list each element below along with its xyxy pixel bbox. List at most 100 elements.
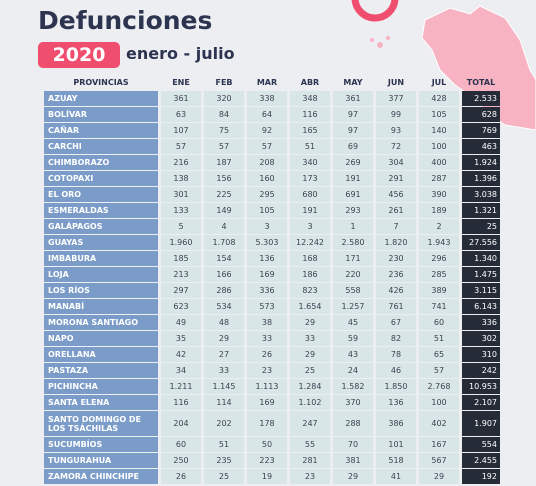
- value-cell: 114: [204, 395, 244, 410]
- value-cell: 297: [161, 283, 201, 298]
- province-cell: GUAYAS: [44, 235, 158, 250]
- value-cell: 1.820: [376, 235, 416, 250]
- value-cell: 55: [290, 437, 330, 452]
- value-cell: 26: [161, 469, 201, 484]
- value-cell: 105: [247, 203, 287, 218]
- value-cell: 156: [204, 171, 244, 186]
- value-cell: 67: [376, 315, 416, 330]
- value-cell: 1.113: [247, 379, 287, 394]
- island: [377, 42, 383, 48]
- total-cell: 10.953: [462, 379, 500, 394]
- total-cell: 554: [462, 437, 500, 452]
- value-cell: 7: [376, 219, 416, 234]
- value-cell: 107: [161, 123, 201, 138]
- value-cell: 185: [161, 251, 201, 266]
- map: [421, 5, 536, 131]
- value-cell: 381: [333, 453, 373, 468]
- value-cell: 338: [247, 91, 287, 106]
- value-cell: 29: [333, 469, 373, 484]
- value-cell: 4: [204, 219, 244, 234]
- value-cell: 168: [290, 251, 330, 266]
- value-cell: 70: [333, 437, 373, 452]
- total-cell: 336: [462, 315, 500, 330]
- value-cell: 136: [247, 251, 287, 266]
- value-cell: 208: [247, 155, 287, 170]
- value-cell: 456: [376, 187, 416, 202]
- value-cell: 191: [290, 203, 330, 218]
- value-cell: 1.960: [161, 235, 201, 250]
- value-cell: 293: [333, 203, 373, 218]
- value-cell: 133: [161, 203, 201, 218]
- total-cell: 1.924: [462, 155, 500, 170]
- value-cell: 291: [376, 171, 416, 186]
- value-cell: 741: [419, 299, 459, 314]
- value-cell: 105: [419, 107, 459, 122]
- total-cell: 2.107: [462, 395, 500, 410]
- value-cell: 167: [419, 437, 459, 452]
- column-header: JUN: [387, 78, 405, 87]
- value-cell: 41: [376, 469, 416, 484]
- total-cell: 1.396: [462, 171, 500, 186]
- value-cell: 64: [247, 107, 287, 122]
- value-cell: 361: [333, 91, 373, 106]
- value-cell: 169: [247, 395, 287, 410]
- value-cell: 287: [419, 171, 459, 186]
- total-cell: 1.475: [462, 267, 500, 282]
- province-cell: PICHINCHA: [44, 379, 158, 394]
- table: PROVINCIAS ENE FEB MAR ABR MAY JUN JUL TOTAL AZUA…: [44, 76, 500, 484]
- value-cell: 12.242: [290, 235, 330, 250]
- total-cell: 310: [462, 347, 500, 362]
- value-cell: 213: [161, 267, 201, 282]
- value-cell: 24: [333, 363, 373, 378]
- value-cell: 2: [419, 219, 459, 234]
- total-cell: 25: [462, 219, 500, 234]
- value-cell: 49: [161, 315, 201, 330]
- value-cell: 223: [247, 453, 287, 468]
- value-cell: 5.303: [247, 235, 287, 250]
- value-cell: 370: [333, 395, 373, 410]
- value-cell: 1.102: [290, 395, 330, 410]
- value-cell: 78: [376, 347, 416, 362]
- value-cell: 46: [376, 363, 416, 378]
- value-cell: 361: [161, 91, 201, 106]
- column-header: PROVINCIAS: [73, 78, 129, 87]
- province-cell: GALÁPAGOS: [44, 219, 158, 234]
- column-header: JUL: [431, 78, 447, 87]
- value-cell: 534: [204, 299, 244, 314]
- value-cell: 230: [376, 251, 416, 266]
- value-cell: 1.654: [290, 299, 330, 314]
- value-cell: 288: [333, 411, 373, 436]
- value-cell: 220: [333, 267, 373, 282]
- total-cell: 1.321: [462, 203, 500, 218]
- value-cell: 51: [204, 437, 244, 452]
- value-cell: 426: [376, 283, 416, 298]
- value-cell: 386: [376, 411, 416, 436]
- value-cell: 136: [376, 395, 416, 410]
- value-cell: 202: [204, 411, 244, 436]
- column-header: TOTAL: [466, 78, 496, 87]
- value-cell: 26: [247, 347, 287, 362]
- total-cell: 1.340: [462, 251, 500, 266]
- province-cell: EL ORO: [44, 187, 158, 202]
- value-cell: 92: [247, 123, 287, 138]
- value-cell: 236: [376, 267, 416, 282]
- value-cell: 171: [333, 251, 373, 266]
- value-cell: 51: [419, 331, 459, 346]
- value-cell: 761: [376, 299, 416, 314]
- province-cell: SANTO DOMINGO DE LOS TSÁCHILAS: [44, 411, 158, 436]
- total-cell: 242: [462, 363, 500, 378]
- column-header: ENE: [172, 78, 190, 87]
- value-cell: 250: [161, 453, 201, 468]
- value-cell: 149: [204, 203, 244, 218]
- value-cell: 377: [376, 91, 416, 106]
- province-cell: CHIMBORAZO: [44, 155, 158, 170]
- total-cell: 2.533: [462, 91, 500, 106]
- value-cell: 567: [419, 453, 459, 468]
- value-cell: 285: [419, 267, 459, 282]
- value-cell: 573: [247, 299, 287, 314]
- value-cell: 25: [290, 363, 330, 378]
- province-cell: ESMERALDAS: [44, 203, 158, 218]
- value-cell: 178: [247, 411, 287, 436]
